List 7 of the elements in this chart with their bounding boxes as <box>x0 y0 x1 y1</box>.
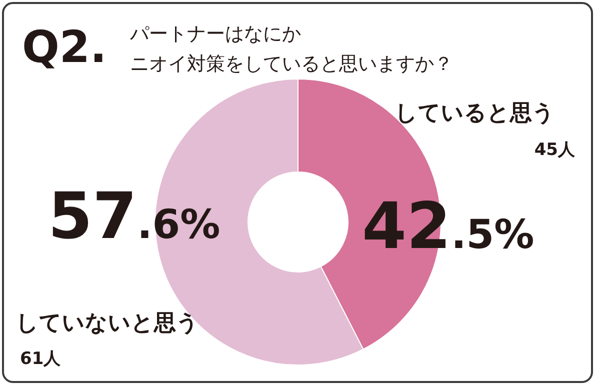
text: 45人 <box>534 140 576 160</box>
data-label: 57.6% <box>48 180 220 254</box>
text: 61人 <box>20 349 62 369</box>
chart-subtitle: パートナーはなにかニオイ対策をしていると思いますか？ <box>129 23 453 75</box>
slice-label: していると思う <box>395 101 555 126</box>
slice-label: していないと思う <box>16 311 199 336</box>
chart-title: Q2. <box>22 22 107 73</box>
